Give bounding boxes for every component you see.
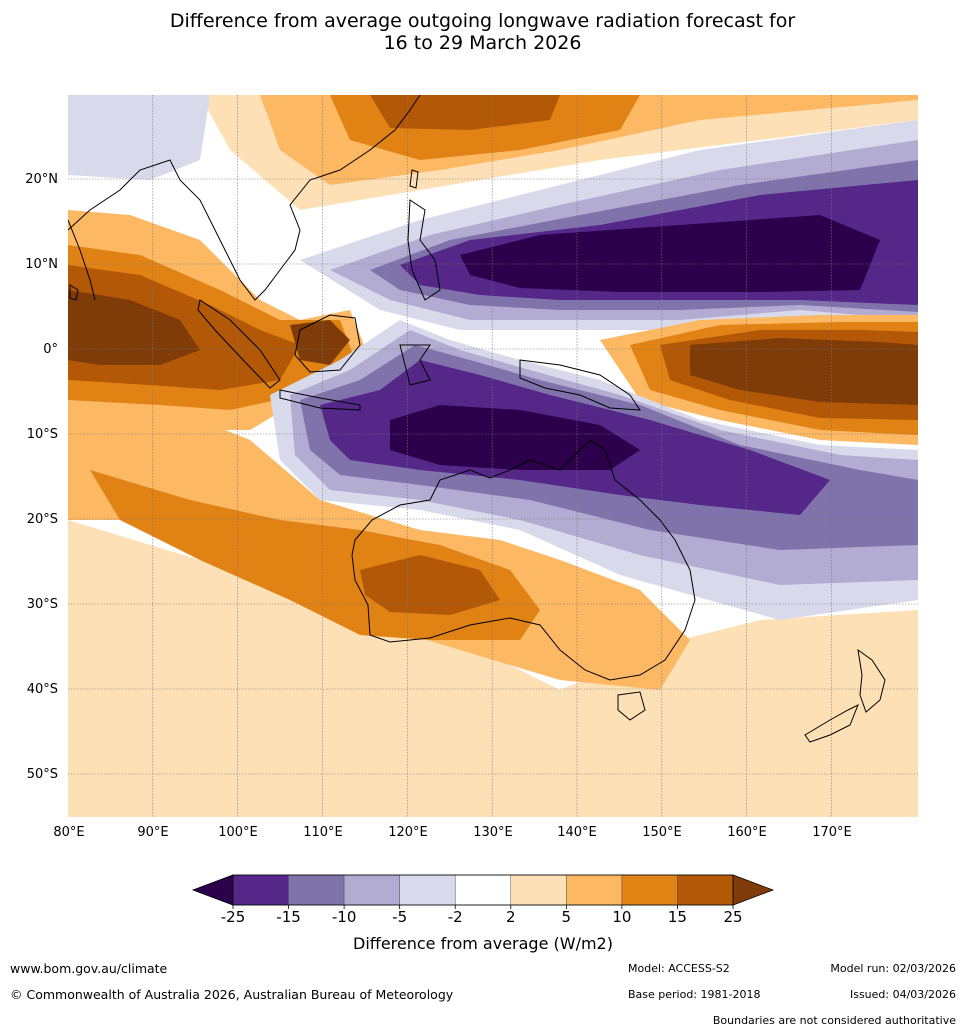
lon-label: 160°E xyxy=(727,825,767,840)
anomaly-region-arafura-extreme xyxy=(390,405,640,470)
lon-label: 130°E xyxy=(473,825,513,840)
lat-label: 50°S xyxy=(27,767,58,782)
colorbar-tick-label: -10 xyxy=(332,908,357,926)
colorbar-swatch xyxy=(288,874,345,906)
colorbar-swatch xyxy=(232,874,289,906)
new-zealand-south-coastline xyxy=(804,703,859,743)
lat-label: 20°N xyxy=(25,172,58,187)
colorbar-tick-label: -5 xyxy=(392,908,407,926)
anomaly-region-east-china-sea-strong xyxy=(370,95,560,130)
anomaly-region-wa-strong xyxy=(360,555,500,615)
taiwan-coastline xyxy=(409,169,419,189)
latitude-labels: 20°N 10°N 0° 10°S 20°S 30°S 40°S 50°S xyxy=(25,172,58,782)
gridlines xyxy=(68,95,918,817)
tasmania-coastline xyxy=(617,691,646,721)
india-coastline xyxy=(68,219,96,301)
anomaly-region-borneo-extreme xyxy=(290,320,350,365)
issued-date: Issued: 04/03/2026 xyxy=(849,988,956,1001)
java-coastline xyxy=(279,389,361,411)
title-line-2: 16 to 29 March 2026 xyxy=(383,32,582,54)
base-period: Base period: 1981-2018 xyxy=(628,988,761,1001)
colorbar-tick-label: -2 xyxy=(448,908,463,926)
colorbar-tick-label: -15 xyxy=(276,908,301,926)
lat-label: 10°N xyxy=(25,257,58,272)
model-name: Model: ACCESS-S2 xyxy=(628,962,730,975)
colorbar-swatch xyxy=(510,874,567,906)
anomaly-field xyxy=(68,95,918,817)
lon-label: 170°E xyxy=(812,825,852,840)
anomaly-region-north-pacific-extreme xyxy=(460,215,880,292)
colorbar-swatch xyxy=(677,874,734,906)
colorbar-frame xyxy=(232,874,734,906)
lat-label: 30°S xyxy=(27,597,58,612)
lon-label: 140°E xyxy=(557,825,597,840)
lon-label: 110°E xyxy=(303,825,343,840)
title-line-1: Difference from average outgoing longwav… xyxy=(169,10,796,32)
colorbar-under-arrow xyxy=(191,874,234,906)
boundary-disclaimer: Boundaries are not considered authoritat… xyxy=(712,1014,956,1027)
lon-label: 120°E xyxy=(388,825,428,840)
copyright-text: © Commonwealth of Australia 2026, Austra… xyxy=(10,987,454,1002)
colorbar-tick-label: 10 xyxy=(612,908,631,926)
borneo-coastline xyxy=(294,314,361,373)
lat-label: 0° xyxy=(43,342,58,357)
colorbar-label: Difference from average (W/m2) xyxy=(353,934,613,953)
model-run-date: Model run: 02/03/2026 xyxy=(830,962,956,975)
lon-label: 80°E xyxy=(53,825,84,840)
lat-label: 20°S xyxy=(27,512,58,527)
colorbar-over-arrow xyxy=(732,874,775,906)
new-guinea-coastline xyxy=(519,359,641,411)
asia-mainland-coastline xyxy=(68,95,421,301)
australia-coastline xyxy=(351,439,696,681)
sri-lanka-coastline xyxy=(69,284,79,301)
anomaly-region-equatorial-indian-extreme xyxy=(68,290,200,365)
colorbar-swatch xyxy=(343,874,400,906)
anomaly-region-south-pacific-extreme xyxy=(690,338,918,405)
lat-label: 40°S xyxy=(27,682,58,697)
colorbar-swatch xyxy=(399,874,456,906)
colorbar-swatch xyxy=(621,874,678,906)
colorbar-tick-label: 5 xyxy=(562,908,572,926)
sumatra-coastline xyxy=(197,299,281,389)
colorbar: -25 -15 -10 -5 -2 2 5 10 15 25 xyxy=(191,874,775,926)
colorbar-tick-label: 25 xyxy=(723,908,742,926)
colorbar-tick-label: 2 xyxy=(506,908,516,926)
longitude-labels: 80°E 90°E 100°E 110°E 120°E 130°E 140°E … xyxy=(53,825,851,840)
lon-label: 150°E xyxy=(642,825,682,840)
anomaly-region-himalaya-lilac xyxy=(68,95,210,180)
coastlines xyxy=(68,95,886,743)
lon-label: 100°E xyxy=(218,825,258,840)
chart-title: Difference from average outgoing longwav… xyxy=(0,10,965,54)
colorbar-swatch xyxy=(566,874,623,906)
lon-label: 90°E xyxy=(137,825,168,840)
philippines-coastline xyxy=(407,199,441,301)
lat-label: 10°S xyxy=(27,427,58,442)
colorbar-swatch xyxy=(454,874,512,906)
sulawesi-coastline xyxy=(399,344,431,386)
colorbar-tick-label: -25 xyxy=(221,908,246,926)
new-zealand-north-coastline xyxy=(857,648,886,713)
website-link[interactable]: www.bom.gov.au/climate xyxy=(10,961,168,976)
colorbar-tick-label: 15 xyxy=(668,908,687,926)
